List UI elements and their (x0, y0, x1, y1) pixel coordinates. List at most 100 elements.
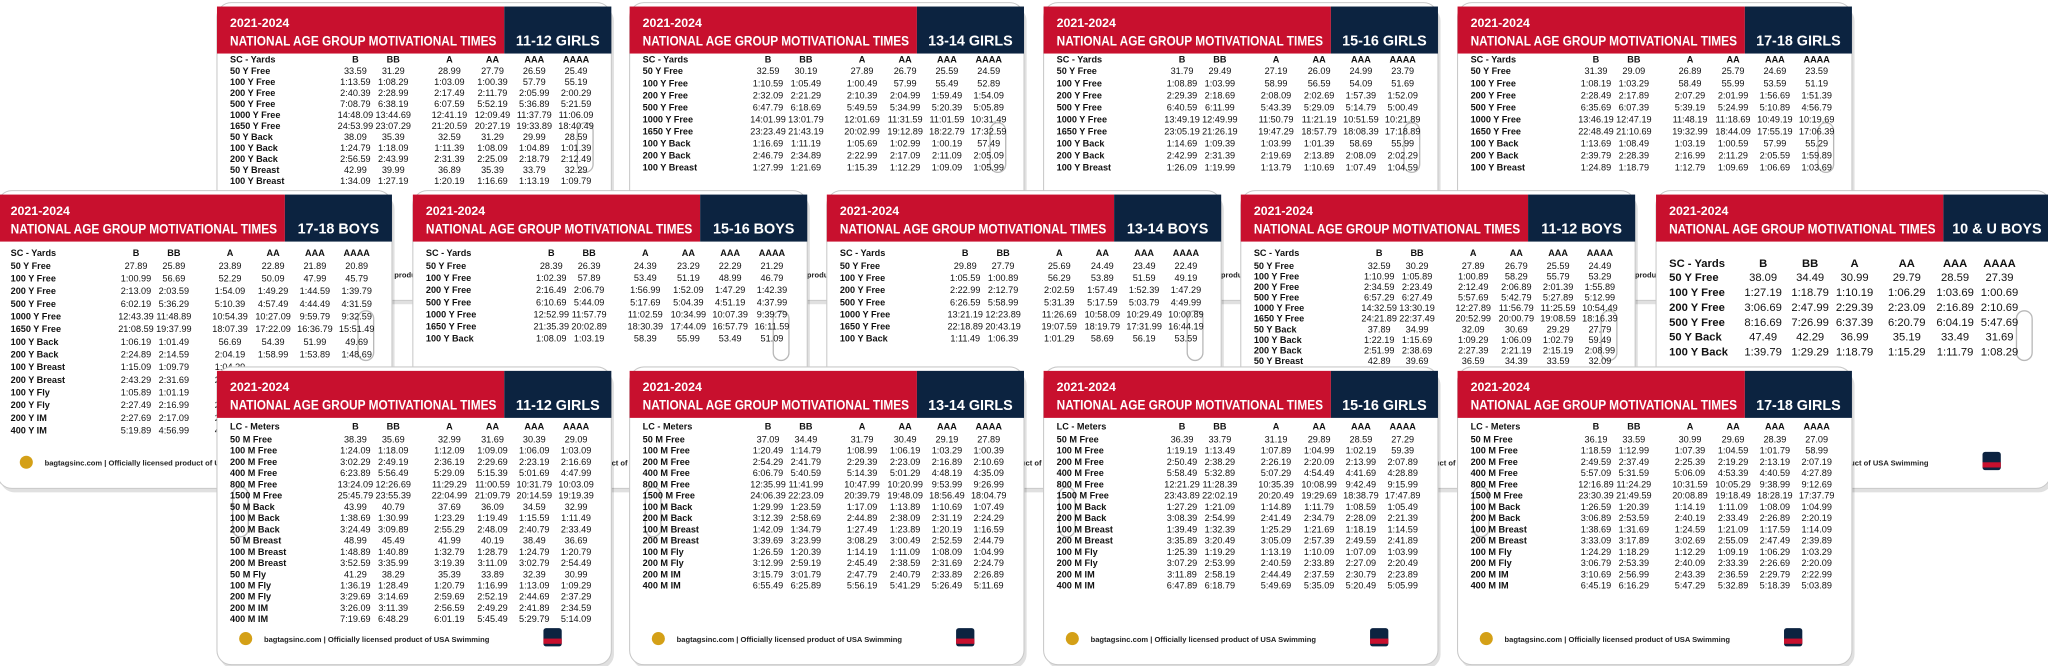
qualifying-time: 1:24.79 (519, 547, 549, 557)
qualifying-time: 1:59.49 (932, 90, 962, 100)
course-label: LC - Meters (1471, 421, 1521, 431)
qualifying-time: 51.99 (303, 337, 326, 347)
qualifying-time: 14:32.59 (1361, 303, 1397, 313)
qualifying-time: 1:25.29 (1261, 524, 1291, 534)
qualifying-time: 30.29 (1406, 261, 1429, 271)
qualifying-time: 10:05.29 (1715, 479, 1751, 489)
qualifying-time: 1:18.09 (378, 143, 408, 153)
qualifying-time: 10:19.69 (1799, 114, 1835, 124)
column-header: AAA (524, 54, 544, 64)
event-name: 200 Y Back (1057, 150, 1106, 160)
event-name: 200 M Fly (1471, 558, 1513, 568)
qualifying-time: 1:13.59 (340, 77, 370, 87)
qualifying-time: 38.39 (344, 435, 367, 445)
qualifying-time: 1:09.39 (1205, 138, 1235, 148)
qualifying-time: 11:25.59 (1541, 303, 1576, 313)
column-header: AAA (1351, 54, 1371, 64)
qualifying-time: 1:00.99 (121, 273, 151, 283)
qualifying-time: 19:47.29 (1258, 126, 1294, 136)
qualifying-time: 2:02.29 (1387, 150, 1417, 160)
qualifying-time: 6:45.19 (1581, 581, 1611, 591)
qualifying-time: 1:03.99 (1387, 547, 1417, 557)
qualifying-time: 33.59 (1622, 435, 1645, 445)
event-name: 100 M Free (230, 446, 277, 456)
qualifying-time: 3:02.79 (519, 558, 549, 568)
qualifying-time: 2:16.49 (536, 285, 566, 295)
qualifying-time: 1:26.59 (753, 547, 783, 557)
qualifying-time: 2:24.29 (974, 513, 1004, 523)
qualifying-time: 1:19.49 (477, 513, 507, 523)
qualifying-time: 16:11.59 (755, 322, 790, 332)
qualifying-time: 16:44.19 (1168, 322, 1204, 332)
qualifying-time: 5:24.99 (1718, 102, 1748, 112)
qualifying-time: 1:40.89 (378, 547, 408, 557)
qualifying-time: 55.79 (1547, 271, 1570, 281)
usa-swimming-logo-stripe (1784, 638, 1803, 644)
qualifying-time: 2:08.09 (1346, 150, 1376, 160)
hang-slot (231, 486, 249, 538)
qualifying-time: 12:47.19 (1616, 114, 1652, 124)
qualifying-time: 2:56.59 (434, 603, 464, 613)
qualifying-time: 52.89 (977, 78, 1000, 88)
qualifying-time: 1:08.09 (932, 547, 962, 557)
qualifying-time: 2:57.39 (1304, 536, 1334, 546)
qualifying-time: 37.89 (1368, 324, 1391, 334)
qualifying-time: 27.09 (1805, 435, 1828, 445)
event-name: 1650 Y Free (1057, 126, 1107, 136)
column-header: A (446, 54, 453, 64)
qualifying-time: 1:15.59 (519, 513, 549, 523)
qualifying-time: 32.99 (565, 502, 588, 512)
card-body (1043, 366, 1439, 666)
qualifying-time: 19:32.99 (1672, 126, 1708, 136)
qualifying-time: 2:36.19 (434, 457, 464, 467)
event-name: 100 Y Free (1471, 78, 1516, 88)
qualifying-time: 24.59 (977, 66, 1000, 76)
qualifying-time: 23.59 (1805, 66, 1828, 76)
qualifying-time: 1:04.99 (1801, 502, 1831, 512)
qualifying-time: 2:34.59 (561, 603, 591, 613)
qualifying-time: 2:58.69 (791, 513, 821, 523)
qualifying-time: 31.29 (382, 66, 405, 76)
qualifying-time: 1:02.39 (536, 273, 566, 283)
qualifying-time: 1:13.19 (519, 176, 549, 186)
qualifying-time: 1:05.99 (974, 162, 1004, 172)
qualifying-time: 31.29 (481, 132, 504, 142)
event-name: 800 M Free (643, 479, 690, 489)
qualifying-time: 58.29 (1505, 271, 1528, 281)
qualifying-time: 2:24.79 (974, 558, 1004, 568)
event-name: 100 M Back (643, 502, 694, 512)
qualifying-time: 2:25.39 (1675, 457, 1705, 467)
qualifying-time: 2:44.79 (974, 536, 1004, 546)
event-name: 1500 M Free (1057, 491, 1109, 501)
event-name: 50 Y Free (1057, 66, 1097, 76)
qualifying-time: 53.89 (1091, 273, 1114, 283)
qualifying-time: 24.49 (1091, 261, 1114, 271)
qualifying-time: 35.39 (481, 165, 504, 175)
qualifying-time: 29.69 (1722, 435, 1745, 445)
qualifying-time: 9:42.49 (1346, 479, 1376, 489)
qualifying-time: 1:08.09 (477, 143, 507, 153)
qualifying-time: 2:08.09 (1261, 90, 1291, 100)
qualifying-time: 11:28.39 (1202, 479, 1237, 489)
qualifying-time: 1:18.79 (1619, 162, 1649, 172)
header-band (412, 194, 701, 242)
qualifying-time: 4:28.89 (1387, 468, 1417, 478)
qualifying-time: 20.89 (345, 261, 368, 271)
qualifying-time: 9:53.99 (932, 479, 962, 489)
qualifying-time: 54.39 (262, 337, 285, 347)
qualifying-time: 3:24.49 (340, 524, 370, 534)
event-name: 100 Y Back (230, 143, 279, 153)
group-band (1943, 194, 2048, 242)
qualifying-time: 1:10.69 (932, 502, 962, 512)
event-name: 200 M Breast (1471, 536, 1527, 546)
event-name: 200 Y Free (1254, 282, 1299, 292)
qualifying-time: 4:37.99 (757, 297, 787, 307)
column-header: AA (1727, 421, 1741, 431)
qualifying-time: 18:40.49 (558, 121, 594, 131)
qualifying-time: 2:07.29 (1675, 90, 1705, 100)
qualifying-time: 2:11.09 (932, 150, 962, 160)
qualifying-time: 5:52.19 (477, 99, 507, 109)
qualifying-time: 1:18.79 (1836, 347, 1873, 359)
qualifying-time: 1:22.19 (1364, 335, 1394, 345)
event-name: 400 M IM (643, 581, 681, 591)
